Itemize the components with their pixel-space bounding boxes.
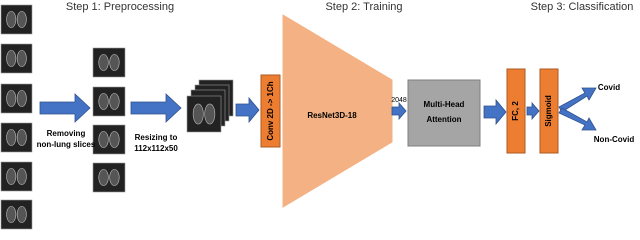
ct-slice — [92, 86, 126, 117]
step-title: Step 2: Training — [325, 1, 402, 13]
arrow — [130, 93, 182, 123]
pipeline-diagram: Step 1: Preprocessing Step 2: Training S… — [0, 1, 635, 230]
ct-slice — [0, 199, 33, 230]
conv-block — [260, 74, 281, 148]
ct-slice — [186, 95, 222, 133]
ct-slices-filtered — [92, 47, 126, 193]
arrow — [558, 87, 597, 113]
ct-slice — [0, 43, 33, 74]
sigmoid-block — [539, 68, 559, 154]
attention-label: Multi-Head — [424, 100, 465, 109]
resnet-label: ResNet3D-18 — [307, 111, 357, 120]
lung — [204, 103, 216, 125]
ct-slice — [92, 47, 126, 78]
step-title: Step 1: Preprocessing — [66, 1, 174, 13]
ct-slice — [0, 161, 33, 192]
ct-slice — [0, 4, 33, 35]
lung — [109, 169, 120, 186]
lung — [109, 131, 120, 148]
step-title: Step 3: Classification — [531, 1, 634, 13]
lung — [6, 11, 17, 28]
output-label: Non-Covid — [594, 135, 635, 144]
conv-label: Conv 2D -> 1Ch — [266, 81, 275, 140]
arrow — [39, 93, 91, 123]
fc-block — [506, 68, 526, 154]
lung — [98, 131, 109, 148]
ct-slice — [0, 122, 33, 153]
lung — [192, 103, 204, 125]
lung — [6, 90, 17, 107]
arrow — [483, 98, 507, 126]
attention-block — [407, 79, 481, 147]
lung — [109, 54, 120, 71]
lung — [6, 206, 17, 223]
lung — [6, 129, 17, 146]
step-label: Resizing to — [135, 133, 178, 142]
ct-slice — [0, 83, 33, 114]
arrow — [235, 96, 260, 124]
lung — [98, 93, 109, 110]
step-label: non-lung slices — [37, 140, 96, 149]
resnet-block — [282, 14, 393, 208]
lung — [16, 90, 27, 107]
arrow — [391, 101, 407, 121]
step-label: Removing — [47, 129, 86, 138]
lung — [16, 168, 27, 185]
arrow — [558, 107, 597, 131]
lung — [6, 168, 17, 185]
sigmoid-label: Sigmoid — [544, 95, 553, 127]
fc-label: FC, 2 — [511, 101, 520, 121]
ct-slices-raw — [0, 4, 33, 230]
lung — [16, 50, 27, 67]
lung — [16, 206, 27, 223]
arrow — [526, 101, 540, 121]
lung — [16, 129, 27, 146]
lung — [6, 50, 17, 67]
ct-slice — [92, 162, 126, 193]
lung — [16, 11, 27, 28]
lung — [98, 169, 109, 186]
ct-slice — [92, 124, 126, 155]
step-label: 112x112x50 — [134, 144, 178, 153]
attention-label: Attention — [426, 115, 461, 124]
feature-size: 2048 — [391, 97, 407, 104]
lung — [98, 54, 109, 71]
ct-volume — [186, 79, 234, 133]
output-label: Covid — [598, 83, 620, 92]
lung — [109, 93, 120, 110]
